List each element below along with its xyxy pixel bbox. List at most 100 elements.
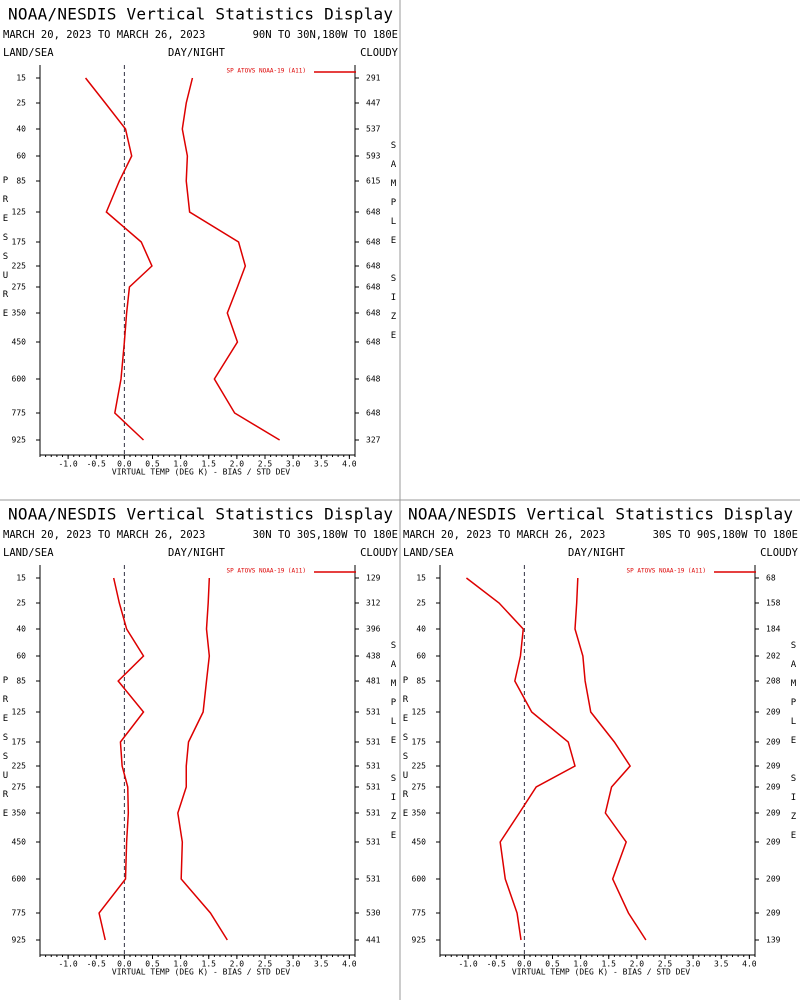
sample-size-label: 184 [766, 625, 781, 634]
y-tick-label: 600 [12, 875, 27, 884]
y-tick-label: 350 [12, 809, 27, 818]
sample-size-label: 537 [366, 125, 381, 134]
sample-size-label: 648 [366, 283, 381, 292]
y2-axis-title: SAMPLE SIZE [389, 641, 399, 850]
sample-size-label: 209 [766, 838, 781, 847]
sample-size-label: 531 [366, 708, 381, 717]
y-tick-label: 275 [12, 283, 27, 292]
x-tick-label: 4.0 [342, 960, 357, 969]
sample-size-label: 209 [766, 809, 781, 818]
panel-title: NOAA/NESDIS Vertical Statistics Display [8, 505, 393, 524]
sample-size-label: 530 [366, 909, 381, 918]
legend-label: SP ATOVS NOAA-19 (A11) [227, 68, 306, 75]
day-night-label: DAY/NIGHT [168, 547, 226, 559]
panel: NOAA/NESDIS Vertical Statistics Display M… [1, 505, 399, 977]
x-tick-label: 0.0 [117, 960, 132, 969]
y-tick-label: 275 [412, 783, 427, 792]
x-tick-label: 1.0 [173, 960, 188, 969]
region: 30S TO 90S,180W TO 180E [653, 529, 798, 541]
date-range: MARCH 20, 2023 TO MARCH 26, 2023 [3, 529, 205, 541]
x-tick-label: 0.5 [545, 960, 560, 969]
sample-size-label: 209 [766, 708, 781, 717]
y-tick-label: 125 [12, 708, 27, 717]
sample-size-label: 438 [366, 652, 381, 661]
y2-axis-title: SAMPLE SIZE [789, 641, 799, 850]
sample-size-label: 648 [366, 238, 381, 247]
sample-size-label: 202 [766, 652, 781, 661]
sample-size-label: 447 [366, 99, 381, 108]
y-tick-label: 15 [16, 74, 26, 83]
y-tick-label: 600 [412, 875, 427, 884]
y-tick-label: 600 [12, 375, 27, 384]
y-tick-label: 925 [12, 936, 27, 945]
y-tick-label: 450 [12, 338, 27, 347]
sample-size-label: 312 [366, 599, 381, 608]
sample-size-label: 441 [366, 936, 381, 945]
sample-size-label: 209 [766, 738, 781, 747]
x-tick-label: 1.5 [202, 960, 217, 969]
y-tick-label: 60 [16, 152, 26, 161]
y-tick-label: 350 [412, 809, 427, 818]
sample-size-label: 209 [766, 762, 781, 771]
x-axis-title: VIRTUAL TEMP (DEG K) - BIAS / STD DEV [112, 968, 290, 977]
profile-line [84, 77, 153, 441]
x-tick-label: 3.0 [686, 960, 701, 969]
x-tick-label: -1.0 [58, 960, 77, 969]
profile-line [465, 577, 576, 941]
profile-line [574, 577, 647, 941]
y-tick-label: 925 [412, 936, 427, 945]
sample-size-label: 531 [366, 783, 381, 792]
sample-size-label: 531 [366, 762, 381, 771]
x-tick-label: 3.5 [314, 960, 329, 969]
x-tick-label: -0.5 [87, 460, 106, 469]
x-tick-label: 0.5 [145, 960, 160, 969]
y-tick-label: 125 [412, 708, 427, 717]
legend-label: SP ATOVS NOAA-19 (A11) [627, 568, 706, 575]
y-tick-label: 60 [416, 652, 426, 661]
profile-line [181, 77, 281, 441]
y-tick-label: 25 [16, 99, 26, 108]
x-tick-label: 2.5 [258, 960, 273, 969]
y-axis-title: PRESSURE [1, 676, 11, 828]
y-tick-label: 775 [412, 909, 427, 918]
x-tick-label: 3.0 [286, 460, 301, 469]
y-tick-label: 85 [16, 677, 26, 686]
date-range: MARCH 20, 2023 TO MARCH 26, 2023 [403, 529, 605, 541]
sample-size-label: 648 [366, 338, 381, 347]
sample-size-label: 648 [366, 375, 381, 384]
y-tick-label: 15 [416, 574, 426, 583]
land-sea-label: LAND/SEA [3, 47, 54, 59]
sample-size-label: 593 [366, 152, 381, 161]
sample-size-label: 291 [366, 74, 381, 83]
y-tick-label: 275 [12, 783, 27, 792]
day-night-label: DAY/NIGHT [568, 547, 626, 559]
y-axis-title: PRESSURE [401, 676, 411, 828]
sample-size-label: 396 [366, 625, 381, 634]
x-tick-label: -1.0 [58, 460, 77, 469]
x-tick-label: 1.0 [173, 460, 188, 469]
sample-size-label: 531 [366, 838, 381, 847]
profile-line [177, 577, 228, 941]
legend-label: SP ATOVS NOAA-19 (A11) [227, 568, 306, 575]
sample-size-label: 648 [366, 309, 381, 318]
day-night-label: DAY/NIGHT [168, 47, 226, 59]
y-tick-label: 25 [16, 599, 26, 608]
x-tick-label: 0.0 [117, 460, 132, 469]
region: 30N TO 30S,180W TO 180E [253, 529, 398, 541]
x-tick-label: 1.5 [602, 960, 617, 969]
x-tick-label: 2.5 [658, 960, 673, 969]
y-tick-label: 25 [416, 599, 426, 608]
y-tick-label: 175 [12, 738, 27, 747]
y-tick-label: 125 [12, 208, 27, 217]
y-tick-label: 225 [412, 762, 427, 771]
y-tick-label: 350 [12, 309, 27, 318]
sample-size-label: 158 [766, 599, 781, 608]
x-tick-label: 2.0 [230, 960, 245, 969]
sample-size-label: 209 [766, 875, 781, 884]
sample-size-label: 481 [366, 677, 381, 686]
cloudy-label: CLOUDY [360, 547, 399, 559]
x-tick-label: 2.0 [630, 960, 645, 969]
y-tick-label: 925 [12, 436, 27, 445]
y-tick-label: 450 [12, 838, 27, 847]
